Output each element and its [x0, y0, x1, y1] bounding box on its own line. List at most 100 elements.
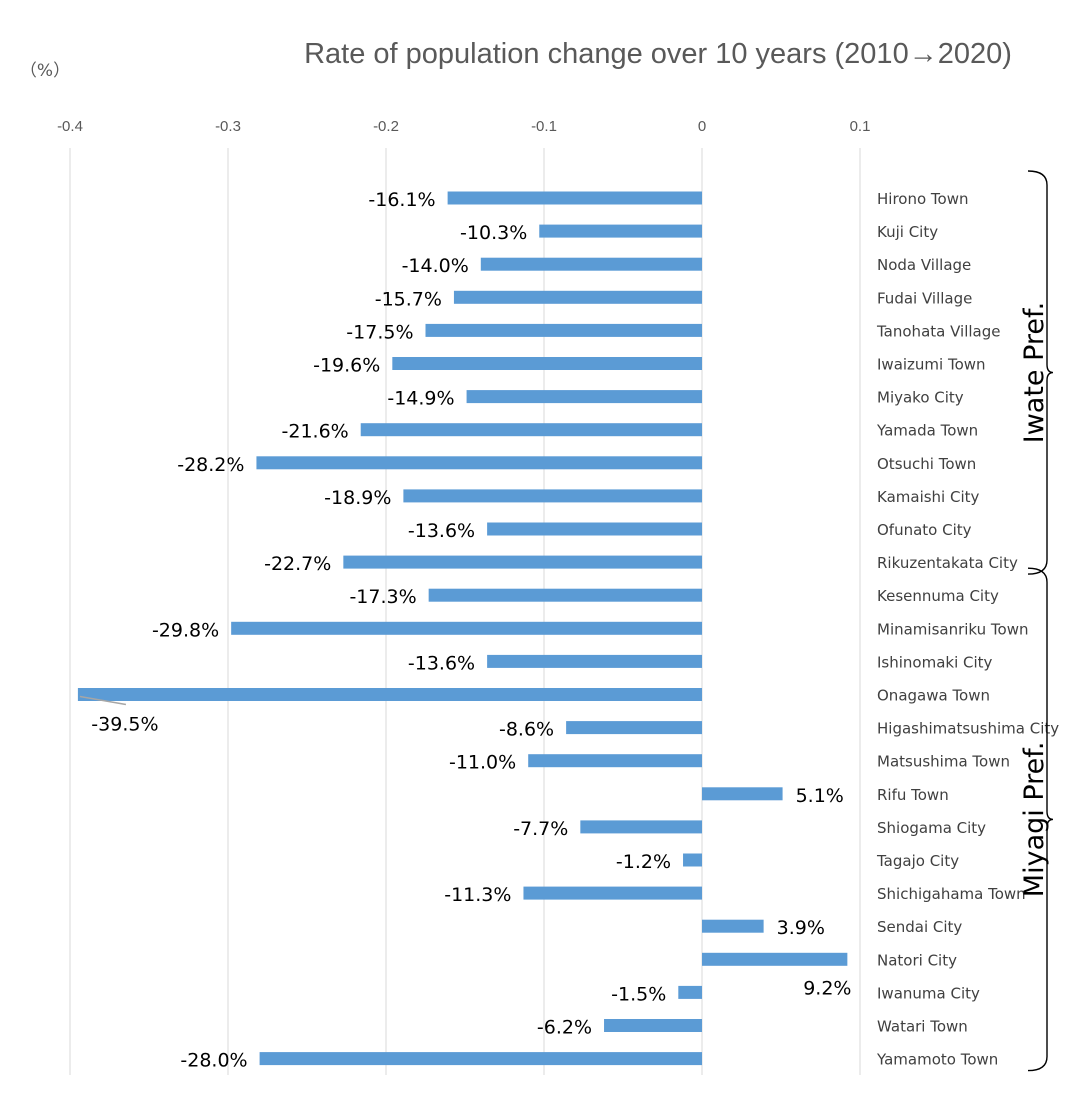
bar: [566, 721, 702, 735]
bar: [425, 323, 702, 337]
category-label: Tagajo City: [876, 852, 959, 870]
category-label: Minamisanriku Town: [877, 620, 1029, 638]
bar: [466, 390, 702, 404]
group-bracket: [1027, 170, 1054, 575]
bar: [77, 688, 702, 701]
data-label: -28.0%: [180, 1050, 247, 1072]
data-label: -1.5%: [611, 983, 666, 1005]
bars: [77, 191, 848, 1066]
bar: [259, 1052, 702, 1066]
category-label: Yamada Town: [876, 422, 978, 440]
bar: [523, 886, 702, 900]
bar: [360, 423, 702, 437]
data-label: -21.6%: [282, 421, 349, 443]
x-tick-label: -0.4: [57, 118, 83, 135]
data-label: -10.3%: [460, 222, 527, 244]
data-label: -7.7%: [513, 818, 568, 840]
bar: [487, 522, 702, 536]
category-label: Higashimatsushima City: [877, 720, 1059, 738]
data-label: -39.5%: [91, 714, 158, 736]
bar: [487, 654, 702, 668]
bar: [256, 456, 702, 470]
bar: [343, 555, 702, 569]
data-label: -29.8%: [152, 619, 219, 641]
chart-title: Rate of population change over 10 years …: [304, 38, 1012, 70]
bar: [447, 191, 702, 205]
bar: [678, 985, 702, 999]
category-label: Ishinomaki City: [877, 653, 993, 671]
category-label: Watari Town: [877, 1018, 968, 1036]
data-label: -13.6%: [408, 520, 475, 542]
x-tick-label: 0: [698, 118, 706, 135]
category-label: Ofunato City: [877, 521, 972, 539]
bar: [231, 621, 702, 635]
x-axis-ticks: -0.4 -0.3 -0.2 -0.1 0 0.1: [57, 118, 870, 135]
bar: [403, 489, 702, 503]
data-label: -28.2%: [177, 454, 244, 476]
unit-label: （%）: [20, 61, 70, 81]
bar: [453, 290, 702, 304]
category-label: Kuji City: [877, 223, 938, 241]
category-label: Tanohata Village: [876, 322, 1000, 340]
category-label: Yamamoto Town: [876, 1051, 998, 1069]
data-label: -14.0%: [402, 255, 469, 277]
category-label: Kesennuma City: [877, 587, 999, 605]
category-label: Iwanuma City: [877, 984, 980, 1002]
data-label: -13.6%: [408, 652, 475, 674]
data-label: -15.7%: [375, 288, 442, 310]
data-label: -16.1%: [368, 189, 435, 211]
bar: [392, 357, 702, 370]
bar: [480, 257, 702, 271]
group-label: Miyagi Pref.: [1019, 742, 1050, 898]
data-label: -18.9%: [324, 487, 391, 509]
data-label: 3.9%: [777, 917, 825, 939]
bar: [428, 588, 702, 602]
data-label: 9.2%: [803, 977, 851, 999]
data-label: -11.0%: [449, 752, 516, 774]
category-label: Natori City: [877, 951, 957, 969]
data-label: -8.6%: [499, 719, 554, 741]
group-label: Iwate Pref.: [1019, 302, 1050, 443]
bar: [528, 754, 702, 768]
category-labels: Hirono Town Kuji City Noda Village Fudai Vi…: [876, 190, 1059, 1069]
group-bracket: [1027, 567, 1054, 1072]
x-tick-label: -0.2: [373, 118, 399, 135]
data-label: 5.1%: [796, 785, 844, 807]
data-label: -6.2%: [537, 1017, 592, 1039]
bar: [580, 820, 702, 834]
x-tick-label: -0.3: [215, 118, 241, 135]
leader-line: [79, 695, 127, 706]
x-tick-label: -0.1: [531, 118, 557, 135]
category-label: Hirono Town: [877, 190, 968, 208]
bar: [702, 919, 764, 933]
data-label: -14.9%: [387, 388, 454, 410]
category-label: Miyako City: [877, 389, 964, 407]
category-label: Iwaizumi Town: [877, 356, 986, 374]
category-label: Shiogama City: [877, 819, 986, 837]
bar: [702, 787, 783, 801]
data-labels: -16.1% -10.3% -14.0% -15.7% -17.5% -19.6% -14.…: [79, 189, 852, 1072]
category-label: Rifu Town: [877, 786, 949, 804]
bar: [702, 952, 848, 966]
data-label: -1.2%: [616, 851, 671, 873]
bar: [539, 224, 702, 238]
data-label: -17.3%: [349, 586, 416, 608]
data-label: -19.6%: [313, 355, 380, 377]
bar: [604, 1019, 702, 1032]
data-label: -17.5%: [346, 321, 413, 343]
category-label: Matsushima Town: [877, 753, 1010, 771]
data-label: -11.3%: [444, 884, 511, 906]
category-label: Fudai Village: [877, 289, 972, 307]
category-label: Rikuzentakata City: [877, 554, 1018, 572]
gridlines: [69, 148, 861, 1075]
prefecture-groups: Iwate Pref. Miyagi Pref.: [1019, 170, 1054, 1072]
category-label: Noda Village: [877, 256, 971, 274]
category-label: Otsuchi Town: [877, 455, 976, 473]
category-label: Onagawa Town: [877, 687, 990, 705]
category-label: Shichigahama Town: [877, 885, 1026, 903]
data-label: -22.7%: [264, 553, 331, 575]
category-label: Sendai City: [877, 918, 962, 936]
category-label: Kamaishi City: [877, 488, 980, 506]
x-tick-label: 0.1: [850, 118, 871, 135]
